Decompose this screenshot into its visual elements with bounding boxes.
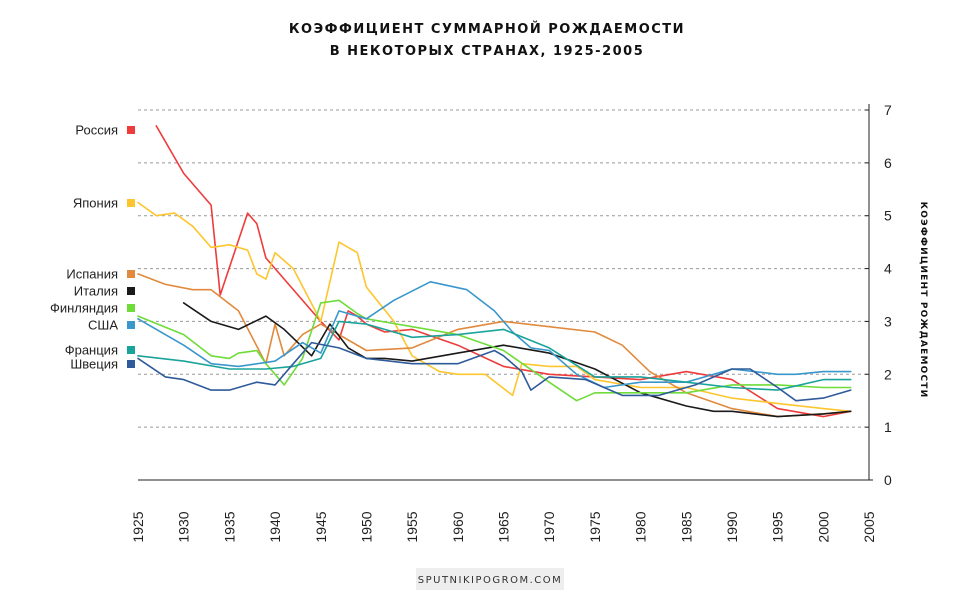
legend-swatch-5	[127, 321, 135, 329]
x-tick-label-1955: 1955	[404, 511, 420, 542]
x-tick-label-1995: 1995	[770, 511, 786, 542]
chart-title-line-1: КОЭФФИЦИЕНТ СУММАРНОЙ РОЖДАЕМОСТИ	[289, 21, 685, 37]
grid-lines	[138, 109, 869, 428]
axes	[138, 104, 873, 481]
legend-swatch-1	[127, 199, 135, 207]
legend-label-3: Италия	[74, 284, 118, 299]
legend-swatch-2	[127, 270, 135, 278]
x-tick-label-1935: 1935	[221, 511, 237, 542]
chart-title-line-2: В НЕКОТОРЫХ СТРАНАХ, 1925-2005	[330, 44, 645, 59]
x-tick-label-1985: 1985	[678, 511, 694, 542]
series-line-1	[137, 201, 852, 413]
y-tick-label-6: 6	[884, 155, 892, 171]
x-tick-label-1975: 1975	[587, 511, 603, 542]
legend-label-2: Испания	[66, 267, 118, 282]
legend-swatch-7	[127, 360, 135, 368]
x-tick-label-1925: 1925	[130, 511, 146, 542]
legend-swatch-0	[127, 126, 135, 134]
series-line-0	[155, 125, 852, 418]
legend-swatch-6	[127, 346, 135, 354]
x-tick-label-2000: 2000	[815, 511, 831, 542]
x-tick-label-1960: 1960	[450, 511, 466, 542]
legend-label-6: Франция	[65, 343, 118, 358]
x-tick-label-1940: 1940	[267, 511, 283, 542]
source-text: SPUTNIKIPOGROM.COM	[418, 575, 563, 586]
series-lines	[137, 125, 852, 418]
x-tick-label-1990: 1990	[724, 511, 740, 542]
legend-label-4: Финляндия	[50, 301, 118, 316]
legend: Россия Япония Испания Италия Финляндия США Фра…	[50, 123, 135, 372]
legend-label-5: США	[88, 318, 118, 333]
y-tick-label-4: 4	[884, 261, 892, 277]
legend-label-7: Швеция	[70, 357, 118, 372]
series-line-3	[182, 302, 852, 418]
series-line-7	[137, 341, 852, 402]
series-line-5	[137, 280, 852, 389]
y-tick-label-5: 5	[884, 208, 892, 224]
x-tick-label-2005: 2005	[861, 511, 877, 542]
legend-swatch-4	[127, 304, 135, 312]
y-tick-label-1: 1	[884, 419, 892, 435]
x-tick-labels: 1925 1930 1935 1940 1945 1950 1955 1960 1965 1970…	[130, 511, 877, 542]
series-line-6	[137, 320, 852, 391]
x-tick-label-1965: 1965	[496, 511, 512, 542]
y-tick-labels: 0 1 2 3 4 5 6 7	[884, 102, 892, 488]
x-tick-label-1930: 1930	[176, 511, 192, 542]
y-tick-label-0: 0	[884, 472, 892, 488]
series-line-2	[137, 273, 852, 418]
x-tick-label-1950: 1950	[358, 511, 374, 542]
x-tick-label-1970: 1970	[541, 511, 557, 542]
legend-label-1: Япония	[73, 196, 118, 211]
y-tick-label-2: 2	[884, 366, 892, 382]
source-badge	[416, 568, 564, 590]
x-tick-label-1980: 1980	[633, 511, 649, 542]
legend-label-0: Россия	[75, 123, 118, 138]
x-tick-label-1945: 1945	[313, 511, 329, 542]
legend-swatch-3	[127, 287, 135, 295]
y-tick-label-7: 7	[884, 102, 892, 118]
y-axis-label: КОЭФФИЦИЕНТ РОЖДАЕМОСТИ	[918, 202, 928, 399]
y-tick-label-3: 3	[884, 313, 892, 329]
